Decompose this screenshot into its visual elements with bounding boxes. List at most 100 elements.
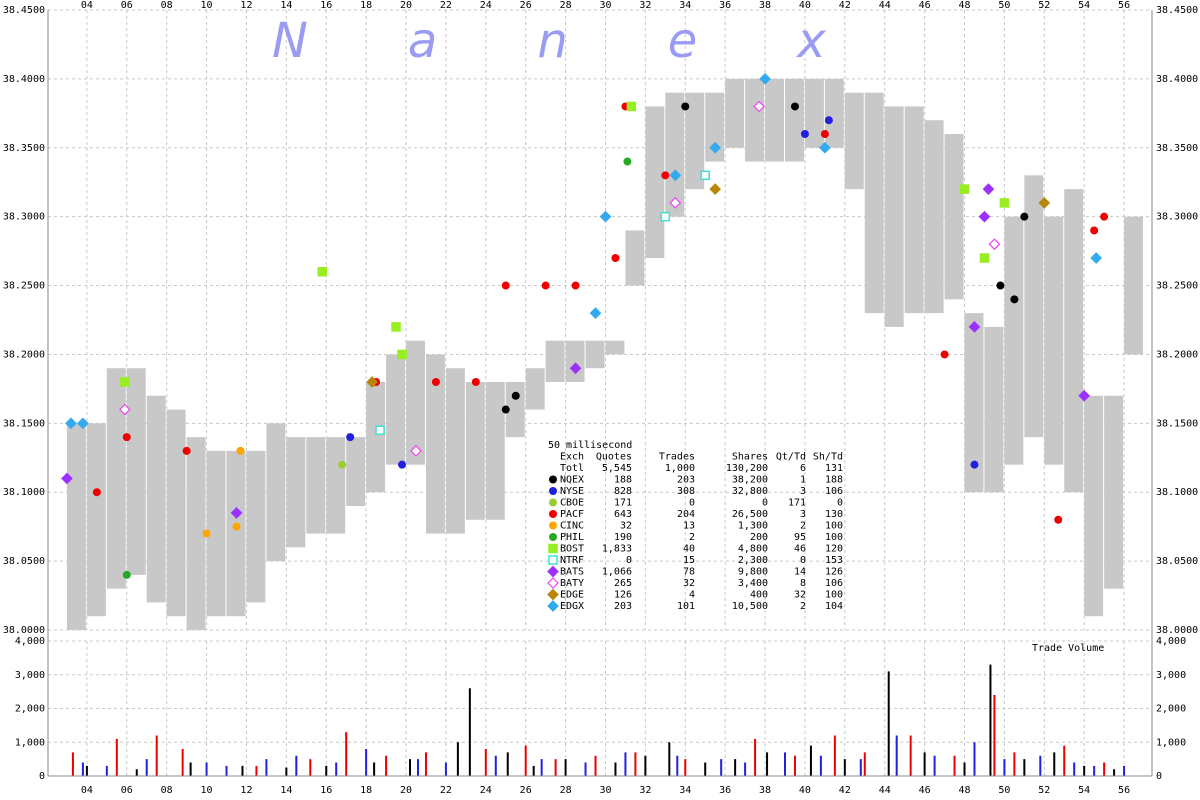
volume-bar — [345, 732, 348, 776]
table-cell: 32 — [794, 590, 806, 601]
x-tick-label: 56 — [1118, 785, 1130, 796]
table-header: Quotes — [596, 452, 632, 463]
marker — [709, 183, 722, 195]
table-cell: 3,400 — [738, 578, 768, 589]
marker — [1020, 212, 1029, 221]
quote-range — [1064, 189, 1084, 493]
volume-bar — [135, 769, 138, 776]
volume-bar — [614, 762, 617, 776]
table-cell: 204 — [677, 509, 695, 520]
legend-label: NTRF — [560, 555, 584, 566]
quote-range — [784, 78, 804, 162]
volume-bar — [416, 759, 419, 776]
quote-range — [824, 78, 844, 148]
quote-range — [266, 423, 286, 562]
y-tick-label: 38.3500 — [3, 143, 45, 154]
y-tick-label: 38.3000 — [1156, 212, 1198, 223]
quote-range — [904, 106, 924, 314]
band-layer — [66, 78, 1144, 630]
marker — [398, 460, 407, 469]
marker — [1100, 212, 1109, 221]
volume-bar — [225, 765, 228, 776]
table-cell: 104 — [825, 601, 843, 612]
quote-range — [685, 92, 705, 190]
marker — [122, 570, 131, 579]
x-tick-label: 18 — [360, 0, 372, 11]
table-cell: 0 — [689, 498, 695, 509]
table-header: Shares — [732, 452, 768, 463]
quote-range — [386, 354, 406, 465]
x-tick-label: 04 — [81, 785, 93, 796]
y-tick-label: 38.2000 — [3, 349, 45, 360]
y-tick-label: 38.0000 — [3, 625, 45, 636]
table-cell: 40 — [683, 544, 695, 555]
table-cell: 8 — [800, 578, 806, 589]
volume-bar — [205, 762, 208, 776]
x-tick-label: 16 — [320, 785, 332, 796]
table-header: Exch — [560, 452, 584, 463]
x-tick-label: 48 — [958, 0, 970, 11]
y-tick-label: 38.3000 — [3, 212, 45, 223]
marker — [968, 321, 981, 333]
marker — [202, 529, 211, 538]
quote-range — [445, 368, 465, 534]
y-tick-label: 38.1000 — [1156, 487, 1198, 498]
volume-bar — [365, 749, 368, 776]
x-tick-label: 46 — [919, 0, 931, 11]
table-cell: 13 — [683, 521, 695, 532]
volume-bar — [973, 742, 976, 776]
quote-range — [665, 92, 685, 217]
volume-bar — [115, 738, 118, 776]
table-cell: 126 — [825, 567, 843, 578]
volume-bar — [963, 762, 966, 776]
marker — [92, 488, 101, 497]
table-cell: 106 — [825, 578, 843, 589]
table-cell: 26,500 — [732, 509, 768, 520]
quote-range — [106, 368, 126, 589]
x-tick-label: 24 — [480, 785, 492, 796]
marker — [819, 141, 831, 154]
quote-range — [625, 230, 645, 286]
marker — [120, 377, 130, 387]
quote-range — [844, 92, 864, 190]
x-tick-label: 08 — [161, 0, 173, 11]
volume-bar — [1039, 755, 1042, 776]
x-tick-label: 08 — [161, 785, 173, 796]
legend-label: BATY — [560, 578, 584, 589]
quote-range — [804, 78, 824, 148]
marker — [661, 171, 670, 180]
x-tick-label: 22 — [440, 0, 452, 11]
quote-range — [1104, 395, 1124, 589]
quote-range — [565, 340, 585, 382]
marker — [1054, 515, 1063, 524]
volume-bar — [155, 735, 158, 776]
marker — [236, 446, 245, 455]
table-cell: 153 — [825, 555, 843, 566]
table-cell: 0 — [762, 498, 768, 509]
x-tick-label: 14 — [280, 0, 292, 11]
marker — [410, 445, 422, 457]
y-tick-label: 38.0000 — [1156, 625, 1198, 636]
legend-swatch — [549, 521, 557, 530]
volume-bar — [265, 759, 268, 776]
volume-bar — [704, 762, 707, 776]
marker — [669, 197, 682, 209]
y-tick-label: 2,000 — [1156, 704, 1186, 715]
x-tick-label: 26 — [520, 0, 532, 11]
volume-bar — [833, 735, 836, 776]
volume-bar — [933, 755, 936, 776]
volume-bar — [145, 759, 148, 776]
volume-bar — [1013, 752, 1016, 776]
legend-swatch — [547, 600, 559, 612]
x-tick-label: 18 — [360, 785, 372, 796]
legend-label: NYSE — [560, 486, 584, 497]
table-cell: 171 — [788, 498, 806, 509]
volume-bar — [255, 765, 258, 776]
table-cell: 643 — [614, 509, 632, 520]
x-tick-label: 40 — [799, 0, 811, 11]
volume-bar — [754, 738, 757, 776]
volume-bar — [923, 752, 926, 776]
table-cell: 3 — [800, 486, 806, 497]
annotation: Trade Volume — [1032, 643, 1104, 654]
y-tick-label: 4,000 — [1156, 636, 1186, 647]
